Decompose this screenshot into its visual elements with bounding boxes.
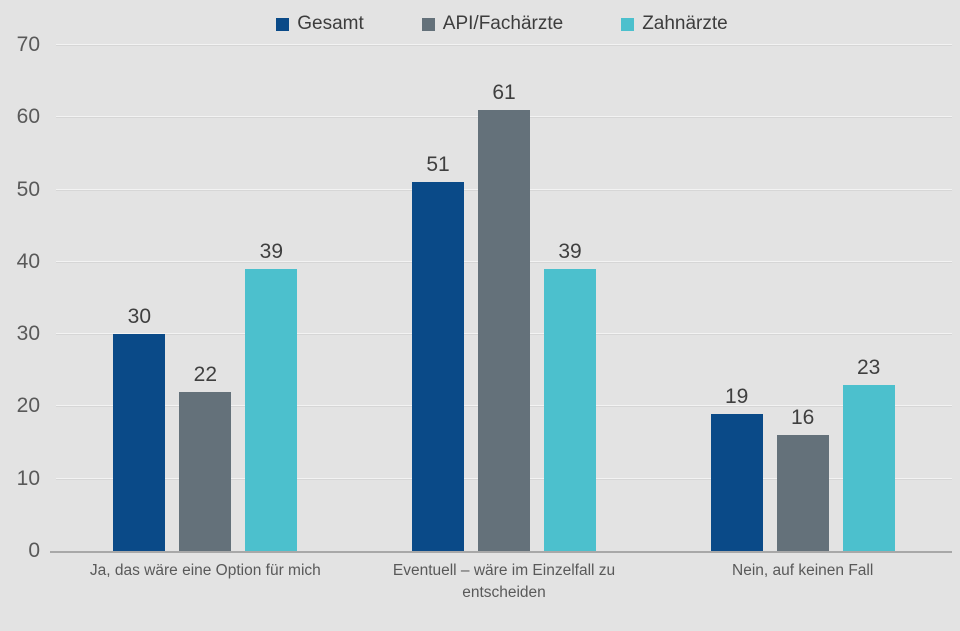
bar-group: 51 61 39 <box>355 45 654 551</box>
bar-zahn-rzte: 39 <box>544 240 596 551</box>
gridline <box>56 44 952 46</box>
y-tick-label: 30 <box>16 322 40 346</box>
legend-swatch-icon <box>421 17 435 31</box>
bar-gesamt: 51 <box>412 153 464 551</box>
x-category-label: Eventuell – wäre im Einzelfall zu entsch… <box>392 562 616 602</box>
y-tick-label: 40 <box>16 249 40 273</box>
y-tick-label: 0 <box>28 539 40 562</box>
legend-swatch-icon <box>276 17 290 31</box>
legend-label: API/Fachärzte <box>442 13 564 34</box>
bar-value-label: 16 <box>790 406 815 430</box>
bar-zahn-rzte: 39 <box>245 240 298 551</box>
bar-gesamt: 30 <box>113 305 166 551</box>
bar-group: 19 16 23 <box>653 45 952 551</box>
bar-value-label: 39 <box>558 240 582 264</box>
bar-value-label: 22 <box>193 362 218 386</box>
bar-value-label: 23 <box>856 355 881 379</box>
y-tick-label: 10 <box>16 466 40 490</box>
bar-value-label: 30 <box>127 305 152 329</box>
plot-area: 30 22 39 51 61 39 19 16 23 <box>50 44 952 553</box>
y-tick-label: 20 <box>16 394 40 418</box>
bar-api-fach-rzte: 22 <box>179 363 232 551</box>
bar-value-label: 39 <box>259 240 284 264</box>
bar-api-fach-rzte: 61 <box>478 81 530 551</box>
y-tick-label: 50 <box>16 177 40 201</box>
y-tick-label: 70 <box>16 33 40 56</box>
bar-api-fach-rzte: 16 <box>776 406 829 551</box>
bar-value-label: 61 <box>492 81 516 105</box>
x-category-label: Ja, das wäre eine Option für mich <box>89 562 321 579</box>
y-axis: 0 10 20 30 40 50 60 70 <box>0 34 40 562</box>
x-axis-baseline <box>50 551 952 553</box>
x-category-label: Nein, auf keinen Fall <box>732 562 874 579</box>
x-axis-labels: Ja, das wäre eine Option für mich Eventue… <box>56 560 952 605</box>
legend-label: Gesamt <box>297 13 364 34</box>
legend: Gesamt API/Fachärzte Zahnärzte <box>52 13 952 35</box>
bar-zahn-rzte: 23 <box>842 356 895 551</box>
y-tick-label: 60 <box>16 105 40 129</box>
legend-label: Zahnärzte <box>642 13 728 34</box>
bar-group: 30 22 39 <box>56 45 355 551</box>
legend-item: Zahnärzte <box>621 13 728 35</box>
legend-swatch-icon <box>621 17 635 31</box>
legend-item: API/Fachärzte <box>421 13 564 35</box>
legend-item: Gesamt <box>276 13 364 35</box>
bar-gesamt: 19 <box>710 385 763 551</box>
bar-value-label: 19 <box>724 384 749 408</box>
bar-groups: 30 22 39 51 61 39 19 16 23 <box>56 45 952 551</box>
bar-value-label: 51 <box>426 153 450 177</box>
